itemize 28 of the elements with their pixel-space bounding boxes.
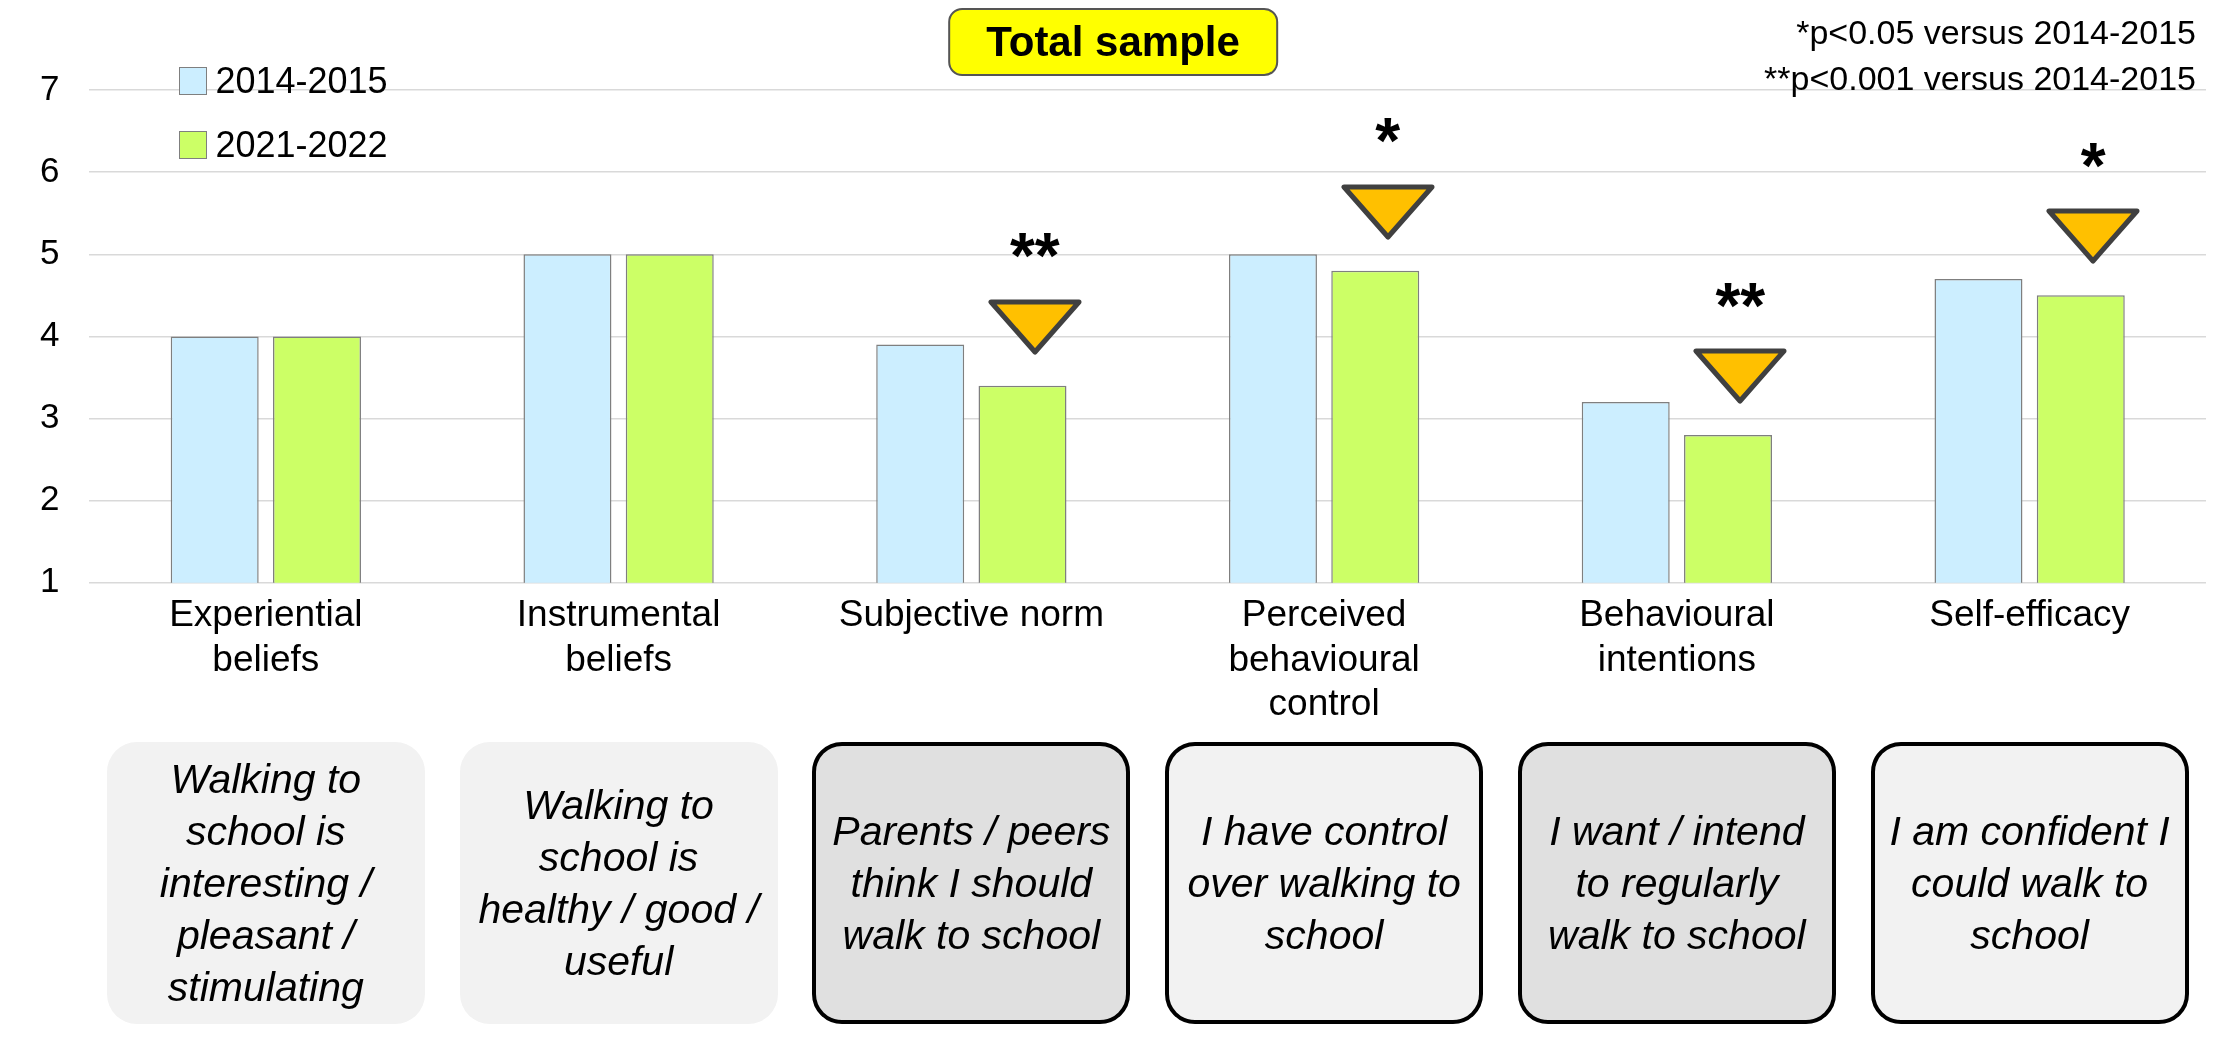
legend-label: 2021-2022 — [215, 124, 388, 166]
y-tick-label: 3 — [40, 396, 60, 436]
annotation: ** — [1009, 220, 1060, 293]
annotation: **p<0.001 versus 2014-2015 — [1764, 57, 2196, 99]
y-tick-label: 1 — [40, 560, 60, 600]
x-tick-label: Subjective norm — [838, 593, 1104, 635]
y-tick-label: 7 — [40, 67, 60, 107]
y-tick-label: 4 — [40, 314, 60, 354]
text: *p<0.05 versus 2014-2015 — [1795, 12, 2196, 53]
text: Walking to school is interesting / pleasant / stimulating — [106, 742, 425, 1024]
chart-title: Total sample — [948, 8, 1278, 76]
y-tick-label: 6 — [40, 149, 60, 189]
legend-label: 2014-2015 — [215, 60, 388, 102]
text: Parents / peers think I should walk to school — [812, 742, 1131, 1024]
x-tick-label: Behavioural intentions — [1579, 593, 1775, 679]
x-tick-label: Self-efficacy — [1929, 593, 2131, 635]
y-tick-label: 2 — [40, 478, 60, 518]
x-tick-label: Perceived behavioural control — [1228, 593, 1420, 723]
text: I have control over walking to school — [1165, 742, 1484, 1024]
text: I am confident I could walk to school — [1870, 742, 2189, 1024]
annotation: * — [2080, 129, 2106, 202]
x-tick-label: Instrumental beliefs — [516, 593, 721, 679]
annotation: * — [1375, 105, 1401, 178]
text: I want / intend to regularly walk to school — [1517, 742, 1836, 1024]
text: Walking to school is healthy / good / useful — [459, 742, 778, 1024]
annotation: ** — [1715, 269, 1766, 342]
x-tick-label: Experiential beliefs — [169, 593, 363, 679]
y-tick-label: 5 — [40, 231, 60, 271]
